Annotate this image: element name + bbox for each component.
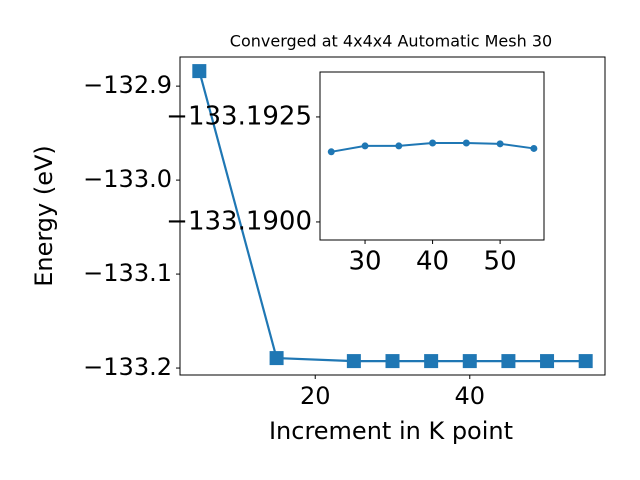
y-tick-label: −133.2	[83, 353, 172, 381]
y-axis-label: Energy (eV)	[30, 145, 58, 287]
marker	[327, 148, 335, 156]
marker	[385, 354, 400, 369]
y-tick-label: −132.9	[83, 71, 172, 99]
marker	[462, 139, 470, 147]
marker	[462, 354, 477, 369]
x-tick-label: 20	[300, 382, 331, 410]
marker	[578, 354, 593, 369]
marker	[429, 139, 437, 147]
marker	[361, 142, 369, 150]
marker	[192, 64, 207, 79]
marker	[346, 354, 361, 369]
marker	[501, 354, 516, 369]
y-tick-label: −133.0	[83, 165, 172, 193]
y-tick-label: −133.1900	[166, 206, 312, 236]
x-tick-label: 40	[454, 382, 485, 410]
marker	[395, 142, 403, 150]
marker	[530, 144, 538, 152]
marker	[540, 354, 555, 369]
x-axis-label: Increment in K point	[269, 417, 513, 445]
x-tick-label: 50	[484, 247, 517, 277]
x-tick-label: 30	[348, 247, 381, 277]
y-tick-label: −133.1	[83, 259, 172, 287]
marker	[496, 140, 504, 148]
marker	[424, 354, 439, 369]
chart-title: Converged at 4x4x4 Automatic Mesh 30	[230, 32, 552, 51]
plot-area	[319, 71, 545, 241]
marker	[269, 351, 284, 366]
y-tick-label: −133.1925	[166, 101, 312, 131]
x-tick-label: 40	[416, 247, 449, 277]
